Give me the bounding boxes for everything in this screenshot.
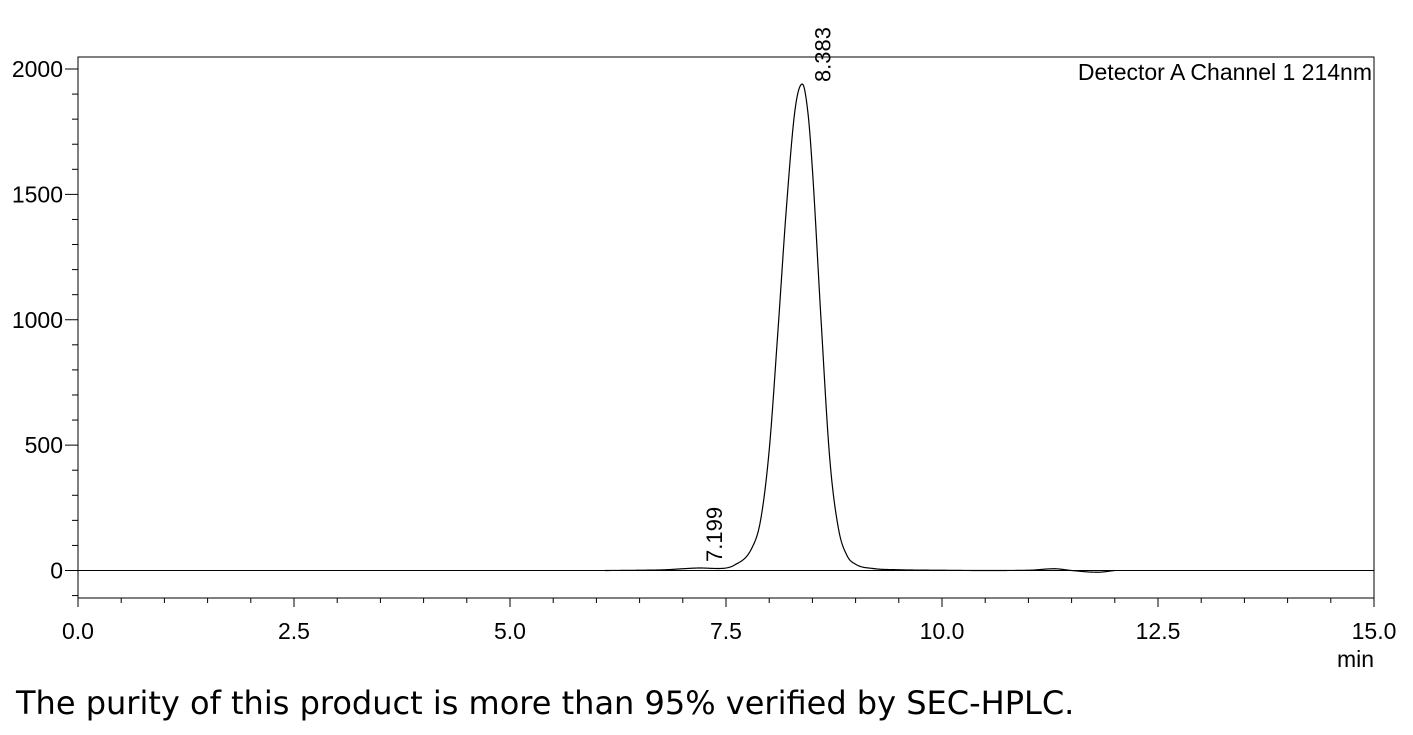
peak-label: 8.383	[810, 27, 835, 82]
x-tick-label: 2.5	[278, 618, 310, 644]
x-tick-label: 10.0	[920, 618, 965, 644]
x-tick-label: 0.0	[62, 618, 94, 644]
chromatogram-trace	[605, 83, 1115, 573]
y-axis: 0 500 1000 1500 2000	[12, 56, 78, 597]
legend-label: Detector A Channel 1 214nm	[1078, 59, 1372, 85]
x-tick-label: 7.5	[710, 618, 742, 644]
y-tick-label: 2000	[12, 56, 63, 82]
y-tick-label: 0	[50, 558, 63, 584]
purity-caption: The purity of this product is more than …	[16, 684, 1075, 722]
peak-label: 7.199	[702, 507, 727, 562]
x-tick-label: 5.0	[494, 618, 526, 644]
y-tick-label: 1500	[12, 181, 63, 207]
x-axis-unit-label: min	[1337, 646, 1374, 672]
peak-labels: 7.199 8.383	[702, 27, 835, 562]
chromatogram-chart: 0.0 2.5 5.0 7.5 10.0 12.5 15.0 0 500 1000 1500 200…	[12, 27, 1397, 672]
x-tick-label: 15.0	[1352, 618, 1397, 644]
x-axis: 0.0 2.5 5.0 7.5 10.0 12.5 15.0	[62, 598, 1396, 644]
y-tick-label: 1000	[12, 307, 63, 333]
y-tick-label: 500	[25, 432, 63, 458]
x-tick-label: 12.5	[1136, 618, 1181, 644]
